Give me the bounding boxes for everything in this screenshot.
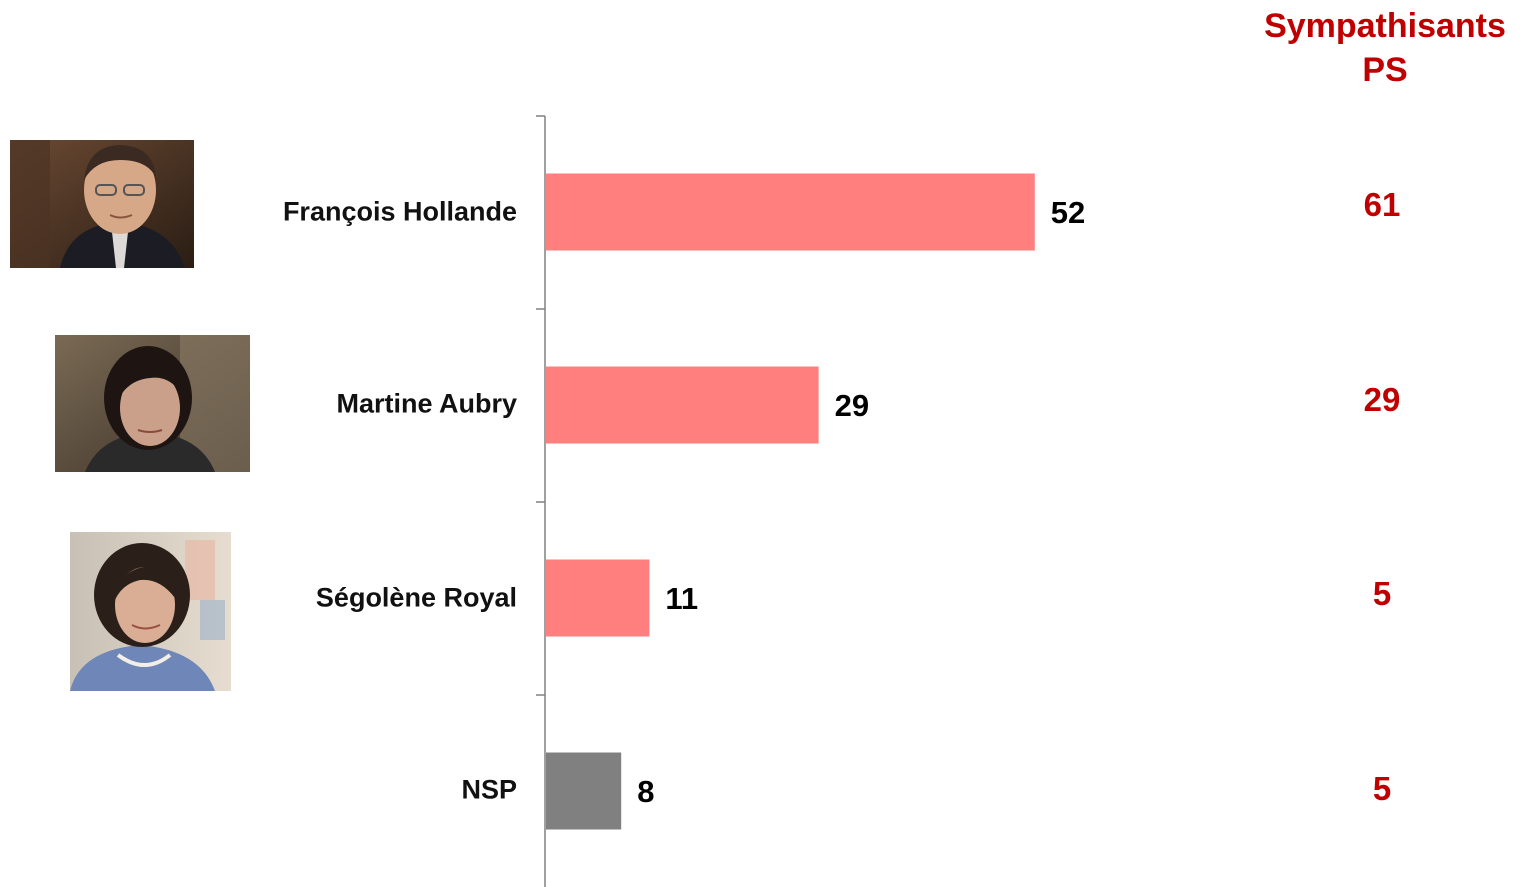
category-label-francois-hollande: François Hollande [282, 196, 517, 227]
bar-francois-hollande [546, 173, 1035, 251]
portrait-martine-aubry [55, 335, 250, 472]
column-header-line1: Sympathisants [1264, 7, 1506, 45]
bar-nsp [546, 752, 622, 830]
category-label-martine-aubry: Martine Aubry [336, 388, 517, 419]
bar-segolene-royal [546, 559, 650, 637]
portrait-segolene-royal [70, 532, 231, 691]
bars-group [546, 173, 1035, 830]
ps-value-segolene-royal: 5 [1372, 575, 1392, 612]
ps-value-francois-hollande: 61 [1363, 186, 1401, 223]
value-label-francois-hollande: 52 [1050, 195, 1086, 230]
portrait-francois-hollande [10, 140, 194, 268]
ps-value-martine-aubry: 29 [1363, 381, 1401, 418]
ps-value-nsp: 5 [1372, 770, 1392, 807]
bar-martine-aubry [546, 366, 819, 444]
value-label-segolene-royal: 11 [665, 581, 699, 616]
category-label-nsp: NSP [461, 774, 517, 805]
value-label-nsp: 8 [637, 774, 655, 809]
column-header-line2: PS [1362, 51, 1408, 89]
category-label-segolene-royal: Ségolène Royal [315, 582, 517, 613]
column-header: Sympathisants PS [1245, 4, 1525, 92]
value-label-martine-aubry: 29 [834, 388, 870, 423]
category-axis [536, 115, 546, 887]
